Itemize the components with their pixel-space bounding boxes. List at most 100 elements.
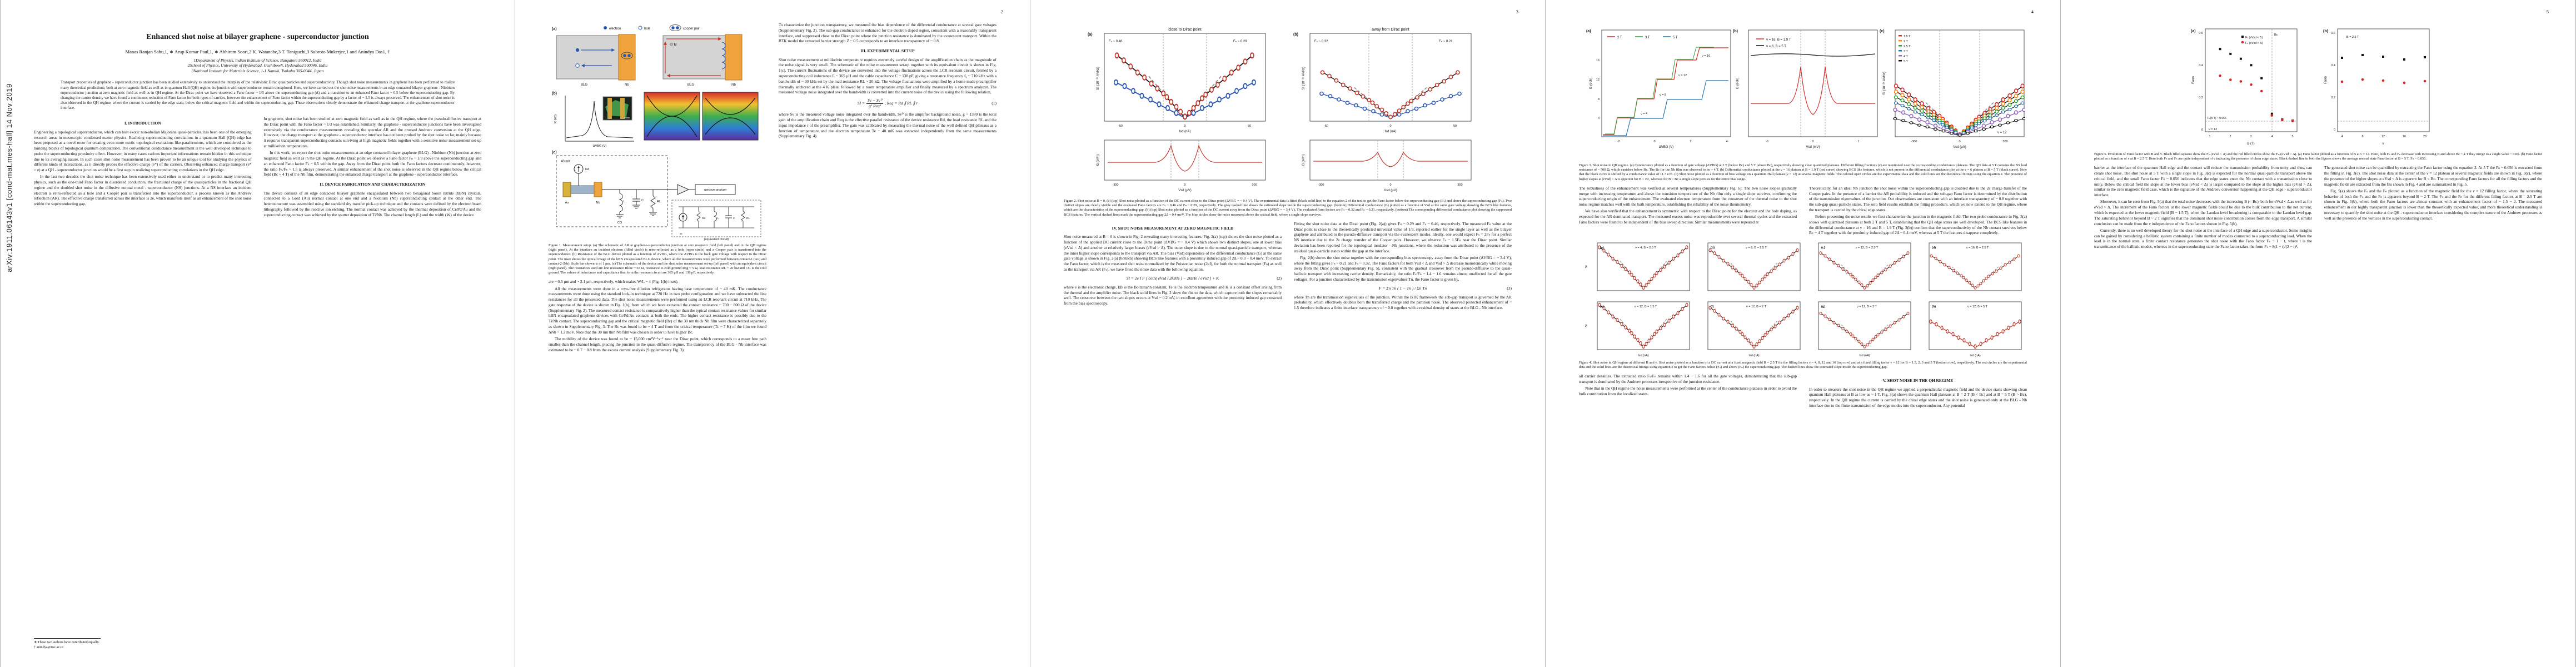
- filling-factor-label: ν = 8: [1660, 93, 1666, 97]
- x-tick: 16: [2403, 135, 2406, 138]
- page1-col-right: In graphene, shot noise has been studied…: [264, 116, 482, 219]
- panel-tag: (f): [1711, 305, 1714, 308]
- noise-data-b: [1320, 70, 1460, 120]
- x-tick: 0: [1389, 183, 1391, 187]
- load-resistor: [650, 195, 656, 209]
- page3-col-right: Fitting the shot noise data at the Dirac…: [1294, 221, 1512, 312]
- x-tick: -2: [1617, 140, 1620, 143]
- y-axis-label: G (e²/h): [1097, 155, 1100, 166]
- legend-5t: 5 T: [1673, 36, 1678, 39]
- paragraph: In the last two decades the shot noise t…: [34, 174, 252, 207]
- equivalent-circuit-box: [671, 200, 761, 237]
- y-tick: 12: [1596, 78, 1600, 82]
- inductor-coil: [619, 193, 623, 212]
- figure-3: (a) 4 8 12 16 ν = 4 ν = 8 ν = 12 ν = 16 …: [1579, 23, 2027, 161]
- panel-a-label: (a): [1088, 33, 1093, 37]
- hole-icon: [638, 26, 642, 30]
- x-tick: 4: [2271, 135, 2273, 138]
- eq1-number: (1): [991, 101, 996, 106]
- panel-label: ν = 16, B = 2.5 T: [1966, 246, 1989, 250]
- y-axis-label: SI (10⁻²⁷ A²/Hz): [1302, 67, 1306, 90]
- ground-symbol: [649, 212, 657, 216]
- legend-cooper: cooper pair: [683, 27, 700, 31]
- y-axis-label: SI: [1585, 324, 1588, 327]
- cooper-dot-2: [676, 26, 679, 29]
- fano-s-annotation: Fₛ ~ 0.32: [1314, 40, 1328, 43]
- y-axis-label: SI: [1585, 265, 1588, 268]
- cooper-pair-icon: [669, 24, 681, 31]
- page4-col-left-bottom: all carrier densities. The extracted rat…: [1579, 374, 1797, 410]
- cryostat-boundary: [556, 155, 668, 227]
- equivalent-circuit-label: (equivalent circuit): [704, 238, 729, 241]
- fano-s-annotation: Fₛ ~ 0.46: [1109, 40, 1123, 43]
- x-tick: -300: [1318, 183, 1324, 187]
- x-tick: 300: [2002, 140, 2007, 143]
- panel-label: ν = 12, B = 2 T: [1746, 305, 1767, 308]
- resistance-curve: [566, 101, 634, 138]
- fig4-panel: [1818, 301, 1911, 350]
- page5-col-right: The generated shot noise can be quantifi…: [2324, 165, 2542, 251]
- panel-b-label: (b): [2323, 29, 2328, 33]
- legend-electron: electron: [609, 27, 621, 31]
- noise-data-single-slope: [1929, 319, 2021, 349]
- bcs-curve-below-bc: [1751, 66, 1875, 115]
- qh-curve-2t: [1603, 47, 1728, 135]
- andreev-skipping-orbits: [721, 42, 726, 69]
- page2-col-left: (a) electron hole cooper pair: [549, 22, 766, 354]
- figure-2-caption: Figure 2. Shot noise at B = 0. (a) (top)…: [1064, 199, 1512, 217]
- x-tick: 50: [1453, 125, 1457, 128]
- qh-curve-5t: [1603, 80, 1728, 136]
- legend-item: 2.5 T: [1904, 45, 1911, 48]
- paper-title: Enhanced shot noise at bilayer graphene …: [146, 33, 369, 41]
- dash-annotation: Fₙ(5 T) ~ 0.056: [2208, 117, 2226, 120]
- equation-1: SI = Sv − Sv⁰ g² Req² , Req = Rd ∥ RL ∥ r…: [779, 98, 996, 108]
- x-tick: 0: [1184, 183, 1185, 187]
- x-tick: 0: [1389, 125, 1391, 128]
- paragraph: Engineering a topological superconductor…: [34, 129, 252, 173]
- y-axis-label: Fano: [2324, 76, 2328, 84]
- paragraph: Fitting the shot noise data at the Dirac…: [1294, 221, 1512, 253]
- nb-label: Nb: [625, 83, 629, 87]
- x-tick: -300: [1911, 140, 1917, 143]
- noise-source-label: SI: [680, 232, 682, 236]
- b-field-label: ⊙ B: [670, 43, 677, 47]
- equiv-load-resistor: [741, 211, 745, 222]
- field-annotation: B = 2.5 T: [2346, 36, 2359, 39]
- gate-axis-label: ΔVBG (V): [593, 145, 606, 148]
- paragraph: Moreover, it can be seen from Fig. 5(a) …: [2094, 199, 2313, 226]
- legend-nu6: ν = 6, B = 5 T: [1766, 45, 1786, 48]
- page4-col-right-top: Theoretically, for an ideal NS junction …: [1809, 186, 2027, 237]
- x-axis-label: ν: [2383, 142, 2384, 146]
- filling-annotation: ν = 12: [2209, 128, 2217, 131]
- panel-tag: (d): [1932, 246, 1936, 250]
- legend-3t: 3 T: [1645, 36, 1650, 39]
- section-heading-device: II. DEVICE FABRICATION AND CHARACTERIZAT…: [320, 182, 426, 187]
- page-4: 4 (a) 4 8 12 16 ν = 4 ν = 8 ν = 12 ν: [1546, 0, 2061, 667]
- panel-a-label: (a): [2191, 29, 2196, 33]
- filling-factor-label: ν = 12: [1678, 74, 1687, 77]
- conductance-plot-a: [1104, 140, 1266, 181]
- dispersion-curve: [705, 97, 756, 115]
- x-tick: -300: [1112, 183, 1118, 187]
- affiliation-1: 1Department of Physics, Indian Institute…: [193, 57, 322, 63]
- legend-nu16: ν = 16, B = 1.9 T: [1766, 38, 1791, 42]
- x-tick: 8: [2361, 135, 2363, 138]
- legend-fn: Fₙ (eVsd > Δ): [2245, 42, 2263, 45]
- paragraph: In order to measure the shot noise in th…: [1809, 386, 2027, 408]
- x-tick: 0: [1812, 140, 1813, 143]
- fano-vs-b-plot: [2205, 28, 2298, 132]
- spectrum-analyzer-box: [695, 184, 736, 195]
- bcs-conductance-curve: [1108, 144, 1262, 172]
- figure-3-caption: Figure 3. Shot noise in QH regime. (a) C…: [1579, 163, 2027, 181]
- panel-tag: (b): [1711, 246, 1715, 250]
- paragraph: To characterize the junction transparenc…: [779, 22, 996, 44]
- figure-2-graphic: (a) close to Dirac point Fₛ ~ 0.46 Fₙ ~ …: [1088, 28, 1472, 192]
- page-2: 2 (a) electron hole cooper pair: [515, 0, 1030, 667]
- incident-electron: [575, 48, 580, 52]
- equation-2: SI = 2e I F [ coth( eVsd / 2kBTe ) − 2kB…: [1064, 276, 1282, 281]
- superconductor-region-qh: [725, 34, 743, 81]
- inductor-label: L: [624, 200, 625, 203]
- page-3: 3 (a) close to Dirac point Fₛ ~ 0.46 Fₙ …: [1030, 0, 1546, 667]
- panel-b-title: away from Dirac point: [1372, 28, 1409, 32]
- noise-data-a: [1114, 52, 1255, 120]
